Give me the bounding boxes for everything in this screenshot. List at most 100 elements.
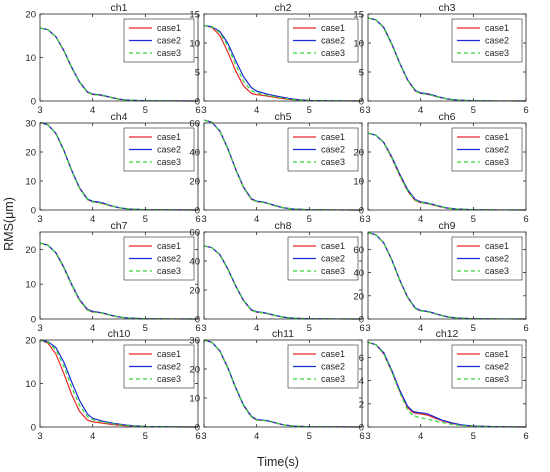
x-tick-label: 6: [523, 431, 528, 442]
plot-frame: [203, 13, 363, 102]
y-tick-label: 40: [353, 268, 364, 279]
x-tick-label: 6: [359, 105, 364, 116]
x-tick-label: 5: [471, 214, 476, 225]
series-line-case3: [203, 339, 363, 428]
legend-label: case2: [157, 145, 181, 155]
legend: case1 case2 case3: [287, 344, 359, 389]
legend-label: case2: [321, 254, 345, 264]
legend-label: case3: [157, 266, 181, 276]
panel-title: ch5: [275, 111, 292, 123]
x-tick-label: 6: [359, 214, 364, 225]
x-tick-label: 6: [523, 105, 528, 116]
x-tick-label: 4: [254, 214, 259, 225]
x-tick-label: 3: [365, 105, 370, 116]
y-tick-label: 20: [25, 148, 36, 159]
plot-frame: [203, 122, 363, 211]
y-tick-label: 60: [353, 245, 364, 256]
y-tick-label: 4: [359, 376, 364, 387]
panel-title: ch6: [439, 111, 456, 123]
panel-title: ch12: [436, 328, 459, 340]
legend-label: case1: [157, 241, 181, 251]
x-tick-label: 6: [195, 323, 200, 334]
legend-label: case3: [157, 157, 181, 167]
legend-label: case1: [321, 132, 345, 142]
y-tick-label: 10: [353, 39, 364, 50]
series-line-case3: [39, 27, 199, 102]
y-tick-label: 15: [189, 10, 200, 21]
y-tick-label: 20: [353, 148, 364, 159]
y-tick-label: 10: [353, 177, 364, 188]
x-tick-label: 3: [37, 105, 42, 116]
y-tick-label: 5: [359, 68, 364, 79]
x-tick-label: 3: [37, 323, 42, 334]
legend-label: case3: [157, 374, 181, 384]
x-tick-label: 5: [307, 323, 312, 334]
y-tick-label: 0: [359, 97, 364, 108]
series-line-case3: [367, 132, 527, 211]
plot-frame: [367, 339, 527, 428]
x-tick-label: 4: [90, 431, 95, 442]
legend-label: case2: [321, 362, 345, 372]
x-tick-label: 4: [418, 105, 423, 116]
x-tick-label: 3: [365, 323, 370, 334]
y-tick-label: 5: [195, 68, 200, 79]
legend-label: case3: [485, 48, 509, 58]
legend: case1 case2 case3: [451, 127, 523, 172]
x-tick-label: 4: [254, 105, 259, 116]
legend: case1 case2 case3: [123, 344, 195, 389]
panel-title: ch9: [439, 220, 456, 232]
legend-label: case3: [321, 48, 345, 58]
y-tick-label: 10: [25, 379, 36, 390]
legend-label: case2: [321, 145, 345, 155]
y-tick-label: 15: [353, 10, 364, 21]
y-tick-label: 20: [25, 245, 36, 256]
x-axis-title: Time(s): [257, 455, 299, 469]
x-tick-label: 4: [418, 431, 423, 442]
y-tick-label: 30: [189, 336, 200, 347]
y-tick-label: 6: [359, 353, 364, 364]
plot-frame: [203, 339, 363, 428]
y-tick-label: 2: [359, 399, 364, 410]
x-tick-label: 4: [418, 323, 423, 334]
panel-title: ch10: [108, 328, 131, 340]
panel-title: ch8: [275, 220, 292, 232]
legend-label: case3: [485, 157, 509, 167]
series-line-case3: [367, 232, 527, 320]
legend-label: case1: [485, 241, 509, 251]
panel-title: ch1: [111, 2, 128, 14]
legend-label: case2: [485, 362, 509, 372]
x-tick-label: 5: [307, 214, 312, 225]
plot-frame: [39, 231, 199, 320]
y-tick-label: 20: [25, 336, 36, 347]
legend: case1 case2 case3: [451, 236, 523, 281]
x-tick-label: 4: [254, 431, 259, 442]
x-tick-label: 3: [37, 431, 42, 442]
y-tick-label: 40: [189, 148, 200, 159]
x-tick-label: 3: [365, 431, 370, 442]
y-tick-label: 0: [31, 423, 36, 434]
legend-label: case2: [157, 254, 181, 264]
legend-label: case1: [485, 349, 509, 359]
x-tick-label: 6: [359, 431, 364, 442]
plot-frame: [367, 122, 527, 211]
plot-frame: [367, 13, 527, 102]
series-line-case3: [367, 17, 527, 102]
x-tick-label: 4: [90, 214, 95, 225]
x-tick-label: 5: [143, 323, 148, 334]
series-line-case3: [203, 119, 363, 211]
legend-box: [287, 127, 359, 172]
y-tick-label: 20: [189, 286, 200, 297]
panel-title: ch3: [439, 2, 456, 14]
series-line-case3: [203, 245, 363, 320]
legend-label: case1: [485, 23, 509, 33]
y-tick-label: 0: [31, 315, 36, 326]
